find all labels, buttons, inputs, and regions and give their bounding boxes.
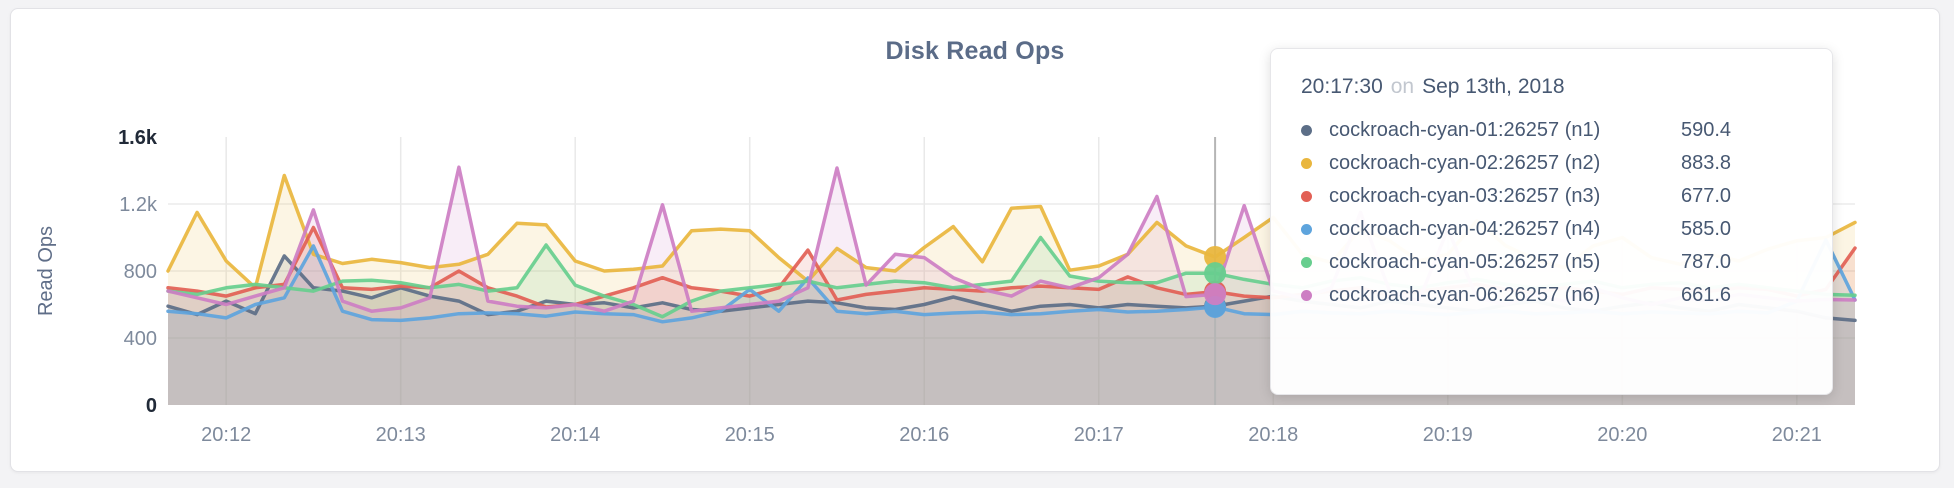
series-color-dot-icon <box>1301 290 1312 301</box>
chart-title: Disk Read Ops <box>885 37 1065 65</box>
tooltip-date: Sep 13th, 2018 <box>1422 75 1565 98</box>
x-tick-label: 20:16 <box>899 424 949 446</box>
tooltip-row: cockroach-cyan-03:26257 (n3) 677.0 <box>1301 180 1832 213</box>
x-tick-label: 20:13 <box>376 424 426 446</box>
series-label: cockroach-cyan-05:26257 (n5) <box>1329 251 1601 273</box>
series-label: cockroach-cyan-06:26257 (n6) <box>1329 284 1601 306</box>
series-label: cockroach-cyan-03:26257 (n3) <box>1329 185 1601 207</box>
series-value: 661.6 <box>1681 284 1732 306</box>
x-tick-label: 20:15 <box>725 424 775 446</box>
series-value: 585.0 <box>1681 218 1732 240</box>
axis-labels-layer: 0 400 800 1.2k 1.6k 20:12 20:13 20:14 20:15 20:16… <box>118 127 1822 446</box>
tooltip-title: 20:17:30 on Sep 13th, 2018 <box>1301 75 1832 99</box>
tooltip-preposition: on <box>1390 75 1415 98</box>
hover-layer <box>1204 137 1227 405</box>
x-tick-label: 20:12 <box>201 424 251 446</box>
y-tick-label: 1.6k <box>118 127 158 149</box>
tooltip-row: cockroach-cyan-02:26257 (n2) 883.8 <box>1301 147 1832 180</box>
hover-tooltip: 20:17:30 on Sep 13th, 2018 cockroach-cyan-… <box>1270 48 1833 395</box>
tooltip-rows: cockroach-cyan-01:26257 (n1) 590.4 cockroa… <box>1301 114 1832 312</box>
series-value: 677.0 <box>1681 185 1732 207</box>
series-label: cockroach-cyan-04:26257 (n4) <box>1329 218 1601 240</box>
x-tick-label: 20:19 <box>1423 424 1473 446</box>
series-value: 590.4 <box>1681 119 1732 141</box>
x-tick-label: 20:20 <box>1597 424 1647 446</box>
series-value: 883.8 <box>1681 152 1732 174</box>
series-label: cockroach-cyan-02:26257 (n2) <box>1329 152 1601 174</box>
hover-point-dot <box>1204 245 1227 268</box>
x-tick-label: 20:18 <box>1248 424 1298 446</box>
x-tick-label: 20:17 <box>1074 424 1124 446</box>
tooltip-row: cockroach-cyan-01:26257 (n1) 590.4 <box>1301 114 1832 147</box>
series-color-dot-icon <box>1301 257 1312 268</box>
x-tick-label: 20:14 <box>550 424 600 446</box>
y-axis-title: Read Ops <box>35 226 57 316</box>
y-tick-label: 1.2k <box>119 194 158 216</box>
hover-point-dot <box>1204 262 1227 285</box>
hover-point-dot <box>1204 283 1227 306</box>
x-tick-label: 20:21 <box>1772 424 1822 446</box>
y-tick-label: 400 <box>124 328 157 350</box>
series-value: 787.0 <box>1681 251 1732 273</box>
series-color-dot-icon <box>1301 224 1312 235</box>
y-tick-label: 0 <box>146 395 157 417</box>
series-label: cockroach-cyan-01:26257 (n1) <box>1329 119 1601 141</box>
series-color-dot-icon <box>1301 125 1312 136</box>
series-color-dot-icon <box>1301 191 1312 202</box>
tooltip-row: cockroach-cyan-06:26257 (n6) 661.6 <box>1301 279 1832 312</box>
tooltip-row: cockroach-cyan-04:26257 (n4) 585.0 <box>1301 213 1832 246</box>
series-color-dot-icon <box>1301 158 1312 169</box>
tooltip-time: 20:17:30 <box>1301 75 1383 98</box>
tooltip-row: cockroach-cyan-05:26257 (n5) 787.0 <box>1301 246 1832 279</box>
y-tick-label: 800 <box>124 261 157 283</box>
